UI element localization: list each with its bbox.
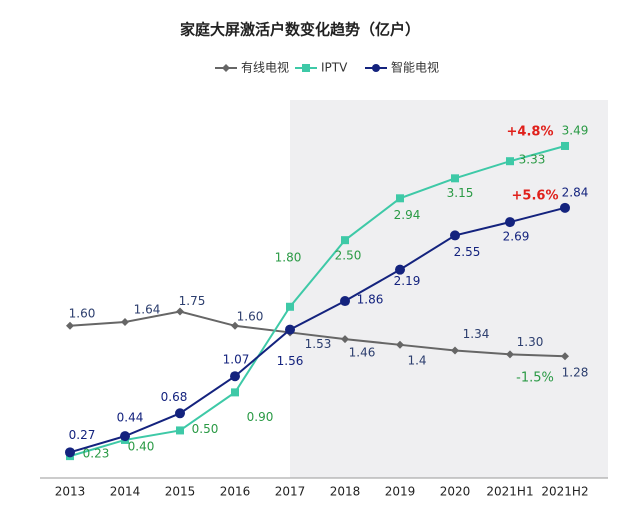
- marker: [396, 340, 404, 349]
- marker: [506, 157, 514, 166]
- marker: [560, 202, 570, 213]
- value-label: 0.44: [117, 411, 144, 425]
- series-line: [69, 310, 566, 358]
- marker: [286, 302, 294, 311]
- legend-label: 有线电视: [241, 60, 289, 75]
- value-label: 1.28: [562, 366, 589, 380]
- x-tick-label: 2014: [110, 485, 141, 499]
- highlight-region: [290, 100, 608, 478]
- marker: [230, 371, 240, 382]
- marker: [65, 447, 75, 458]
- marker: [341, 236, 349, 245]
- marker: [395, 264, 405, 275]
- series-line: [69, 145, 566, 458]
- series-line: [69, 206, 566, 454]
- value-label: 0.40: [128, 439, 155, 453]
- chart-title: 家庭大屏激活户数变化趋势（亿户）: [180, 21, 420, 39]
- value-label: 0.23: [83, 447, 110, 461]
- marker: [561, 352, 569, 361]
- marker: [561, 141, 569, 150]
- marker: [396, 194, 404, 203]
- x-tick-label: 2018: [330, 485, 361, 499]
- value-label: 1.60: [69, 306, 96, 320]
- marker: [175, 408, 185, 419]
- legend-label: IPTV: [321, 61, 348, 75]
- marker: [450, 230, 460, 241]
- value-label: 1.30: [517, 335, 544, 349]
- value-label: 1.60: [237, 309, 264, 323]
- value-label: 1.46: [349, 346, 376, 360]
- x-tick-label: 2017: [275, 485, 306, 499]
- annotation: -1.5%: [516, 371, 554, 386]
- marker: [506, 350, 514, 359]
- marker: [231, 388, 239, 397]
- annotation: +5.6%: [512, 189, 559, 204]
- marker: [121, 317, 129, 326]
- value-label: 2.69: [503, 230, 530, 244]
- legend-label: 智能电视: [391, 60, 439, 75]
- value-label: 1.07: [223, 353, 250, 367]
- value-label: 1.4: [407, 353, 426, 367]
- value-label: 0.68: [161, 390, 188, 404]
- marker: [222, 64, 230, 72]
- value-label: 2.19: [394, 274, 421, 288]
- marker: [451, 174, 459, 183]
- marker: [340, 296, 350, 307]
- value-label: 0.27: [69, 428, 96, 442]
- x-tick-label: 2016: [220, 485, 251, 499]
- marker: [302, 64, 310, 72]
- value-label: 1.80: [275, 250, 302, 264]
- value-label: 1.86: [357, 293, 384, 307]
- marker: [372, 64, 380, 72]
- value-label: 1.75: [179, 294, 206, 308]
- value-label: 0.90: [247, 410, 274, 424]
- value-label: 2.50: [335, 249, 362, 263]
- annotation: +4.8%: [507, 125, 554, 140]
- marker: [285, 324, 295, 335]
- x-tick-label: 2020: [440, 485, 471, 499]
- value-label: 2.55: [454, 245, 481, 259]
- value-label: 1.34: [463, 327, 490, 341]
- value-label: 3.49: [562, 123, 589, 137]
- value-label: 0.50: [192, 422, 219, 436]
- x-tick-label: 2021H1: [486, 485, 533, 499]
- marker: [120, 431, 130, 442]
- value-label: 2.94: [394, 208, 421, 222]
- marker: [231, 321, 239, 330]
- marker: [176, 426, 184, 435]
- value-label: 1.56: [277, 354, 304, 368]
- x-tick-label: 2015: [165, 485, 196, 499]
- marker: [505, 217, 515, 228]
- marker: [176, 307, 184, 316]
- x-tick-label: 2013: [55, 485, 86, 499]
- value-label: 1.53: [305, 337, 332, 351]
- value-label: 3.33: [519, 153, 546, 167]
- value-label: 1.64: [134, 302, 161, 316]
- marker: [341, 335, 349, 344]
- x-tick-label: 2021H2: [541, 485, 588, 499]
- marker: [451, 346, 459, 355]
- x-tick-label: 2019: [385, 485, 416, 499]
- value-label: 2.84: [562, 185, 589, 199]
- marker: [66, 321, 74, 330]
- value-label: 3.15: [447, 186, 474, 200]
